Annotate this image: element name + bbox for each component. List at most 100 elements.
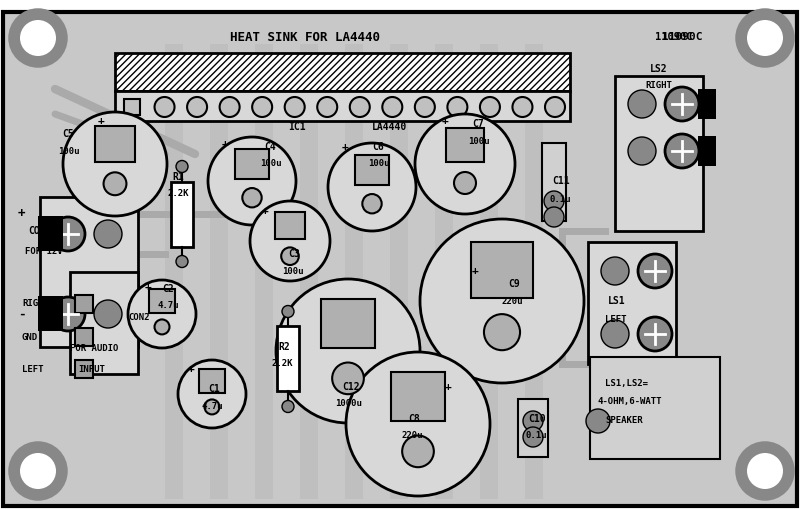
Text: +: + xyxy=(18,208,26,220)
Text: IC1: IC1 xyxy=(288,122,306,132)
Circle shape xyxy=(543,207,563,227)
Circle shape xyxy=(419,219,583,383)
Text: 0.1u: 0.1u xyxy=(549,194,571,204)
Bar xyxy=(541,143,565,221)
Text: C6: C6 xyxy=(371,142,383,152)
Text: 11090C: 11090C xyxy=(661,32,702,42)
Text: R1: R1 xyxy=(172,172,184,182)
Circle shape xyxy=(154,97,174,117)
Bar xyxy=(115,91,569,121)
Text: C5: C5 xyxy=(62,129,74,139)
Circle shape xyxy=(522,427,542,447)
Circle shape xyxy=(746,20,782,56)
Circle shape xyxy=(627,90,655,118)
Circle shape xyxy=(176,256,188,268)
Text: C2: C2 xyxy=(162,284,173,294)
Text: +: + xyxy=(145,282,152,292)
Text: 100u: 100u xyxy=(58,147,79,156)
Circle shape xyxy=(736,10,792,66)
Text: 100u: 100u xyxy=(367,159,389,168)
Circle shape xyxy=(205,400,219,414)
Bar xyxy=(75,328,93,346)
Circle shape xyxy=(63,112,167,216)
Circle shape xyxy=(585,409,610,433)
Circle shape xyxy=(317,97,337,117)
Text: +: + xyxy=(472,266,478,276)
Circle shape xyxy=(447,97,467,117)
Text: +: + xyxy=(221,139,229,149)
Bar xyxy=(345,44,363,499)
Bar xyxy=(470,242,533,298)
Text: FOR AUDIO: FOR AUDIO xyxy=(70,345,118,353)
Text: 11090C: 11090C xyxy=(654,32,691,42)
Bar xyxy=(614,76,702,231)
Text: C7: C7 xyxy=(472,119,483,129)
Text: LS1,LS2=: LS1,LS2= xyxy=(604,380,647,388)
Text: 0.1u: 0.1u xyxy=(525,432,546,440)
Circle shape xyxy=(282,305,294,318)
Text: LS2: LS2 xyxy=(649,64,666,74)
Circle shape xyxy=(453,172,476,194)
Circle shape xyxy=(219,97,239,117)
Text: 4.7u: 4.7u xyxy=(158,301,180,310)
Text: RIGHT: RIGHT xyxy=(644,81,671,91)
Text: 2.2K: 2.2K xyxy=(272,359,294,369)
Circle shape xyxy=(103,173,126,195)
Text: C11: C11 xyxy=(551,176,569,186)
Bar xyxy=(589,357,719,459)
Circle shape xyxy=(51,297,85,331)
Circle shape xyxy=(281,247,298,265)
Bar xyxy=(235,149,269,179)
Bar xyxy=(445,128,484,162)
Text: C10: C10 xyxy=(528,414,545,424)
Bar xyxy=(115,53,569,91)
Circle shape xyxy=(20,453,56,489)
Text: CON1: CON1 xyxy=(28,226,51,236)
Bar xyxy=(95,126,135,162)
Bar xyxy=(70,272,138,374)
Bar xyxy=(38,296,63,331)
Circle shape xyxy=(51,217,85,251)
Bar xyxy=(697,136,715,166)
Bar xyxy=(75,295,93,313)
Text: C8: C8 xyxy=(407,414,419,424)
Circle shape xyxy=(415,97,435,117)
Circle shape xyxy=(154,320,169,334)
Bar xyxy=(199,370,225,392)
Bar xyxy=(210,44,228,499)
Text: 1000u: 1000u xyxy=(334,400,362,409)
Text: 4-OHM,6-WATT: 4-OHM,6-WATT xyxy=(597,398,662,407)
Bar xyxy=(149,290,175,313)
Circle shape xyxy=(94,220,122,248)
Text: 100u: 100u xyxy=(282,267,303,275)
Circle shape xyxy=(276,279,419,423)
Text: C1: C1 xyxy=(208,384,220,394)
Circle shape xyxy=(249,201,330,281)
Bar xyxy=(164,44,183,499)
Bar xyxy=(255,44,273,499)
Text: +: + xyxy=(342,142,348,152)
Bar xyxy=(697,89,715,119)
Circle shape xyxy=(415,114,514,214)
Text: C12: C12 xyxy=(342,382,359,392)
Bar xyxy=(277,326,298,391)
Bar xyxy=(480,44,497,499)
Circle shape xyxy=(600,257,628,285)
Bar xyxy=(525,44,542,499)
Circle shape xyxy=(627,137,655,165)
Text: +: + xyxy=(188,364,195,374)
Text: C3: C3 xyxy=(288,249,299,259)
Circle shape xyxy=(480,97,500,117)
Circle shape xyxy=(543,191,563,211)
Bar xyxy=(124,99,140,115)
Circle shape xyxy=(638,317,671,351)
Text: 220u: 220u xyxy=(501,297,523,305)
Circle shape xyxy=(332,362,363,394)
Text: C9: C9 xyxy=(508,279,519,289)
Text: INPUT: INPUT xyxy=(78,364,105,374)
Bar xyxy=(390,44,407,499)
Text: 100u: 100u xyxy=(260,159,282,168)
Circle shape xyxy=(600,320,628,348)
Circle shape xyxy=(736,443,792,499)
Bar xyxy=(435,44,452,499)
